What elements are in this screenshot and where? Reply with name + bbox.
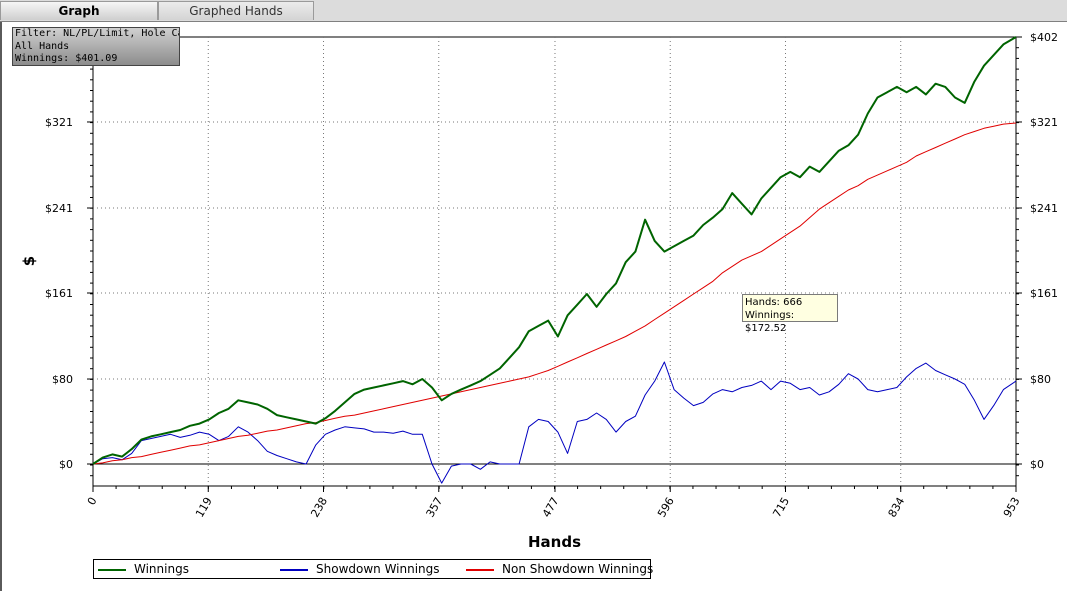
y-tick-label-right: $402 — [1030, 31, 1058, 44]
y-tick-label-left: $80 — [52, 373, 73, 386]
tab-graphed-hands[interactable]: Graphed Hands — [158, 1, 314, 20]
x-tick-label: 238 — [308, 495, 330, 520]
showdown-winnings-line — [92, 361, 1017, 484]
x-tick-label: 119 — [193, 495, 215, 520]
tab-bar: Graph Graphed Hands — [0, 0, 1067, 22]
tab-graph[interactable]: Graph — [0, 1, 158, 20]
non-showdown-winnings-line — [92, 122, 1017, 465]
x-tick-label: 477 — [540, 495, 562, 520]
legend-item-winnings: Winnings — [98, 560, 189, 578]
legend-item-showdown: Showdown Winnings — [280, 560, 440, 578]
filter-info-box: Filter: NL/PL/Limit, Hole Cards All Hand… — [12, 27, 180, 66]
y-axis-title: $ — [20, 256, 38, 266]
winnings-line — [92, 36, 1017, 465]
legend-label-non-showdown: Non Showdown Winnings — [502, 562, 654, 576]
x-tick-label: 0 — [85, 495, 100, 508]
filter-text: Filter: NL/PL/Limit, Hole Cards — [15, 28, 179, 39]
total-winnings-text: Winnings: $401.09 — [15, 53, 118, 64]
x-tick-label: 834 — [886, 495, 908, 520]
x-tick-label: 715 — [770, 495, 792, 520]
legend-swatch-showdown — [280, 568, 308, 571]
legend-label-winnings: Winnings — [134, 562, 189, 576]
window-edge — [0, 22, 2, 591]
x-tick-label: 953 — [1001, 495, 1023, 520]
y-tick-label-left: $0 — [59, 458, 73, 471]
legend-swatch-winnings — [98, 568, 126, 571]
y-tick-label-right: $321 — [1030, 116, 1058, 129]
hands-scope-text: All Hands — [15, 40, 70, 52]
chart-legend: Winnings Showdown Winnings Non Showdown … — [93, 559, 653, 579]
y-tick-label-left: $321 — [45, 116, 73, 129]
x-axis-title: Hands — [528, 533, 581, 551]
x-tick-label: 357 — [424, 495, 446, 520]
legend-swatch-non-showdown — [466, 568, 494, 571]
y-tick-label-left: $161 — [45, 287, 73, 300]
legend-item-non-showdown: Non Showdown Winnings — [466, 560, 653, 578]
tooltip-winnings: Winnings: $172.52 — [745, 310, 795, 334]
tooltip-hands: Hands: 666 — [745, 297, 803, 308]
y-tick-label-right: $80 — [1030, 373, 1051, 386]
y-tick-label-right: $241 — [1030, 202, 1058, 215]
y-tick-label-left: $241 — [45, 202, 73, 215]
y-tick-label-right: $161 — [1030, 287, 1058, 300]
x-tick-label: 596 — [655, 495, 677, 520]
hover-tooltip: Hands: 666 Winnings: $172.52 — [742, 294, 838, 334]
legend-label-showdown: Showdown Winnings — [316, 562, 440, 576]
y-tick-label-right: $0 — [1030, 458, 1044, 471]
